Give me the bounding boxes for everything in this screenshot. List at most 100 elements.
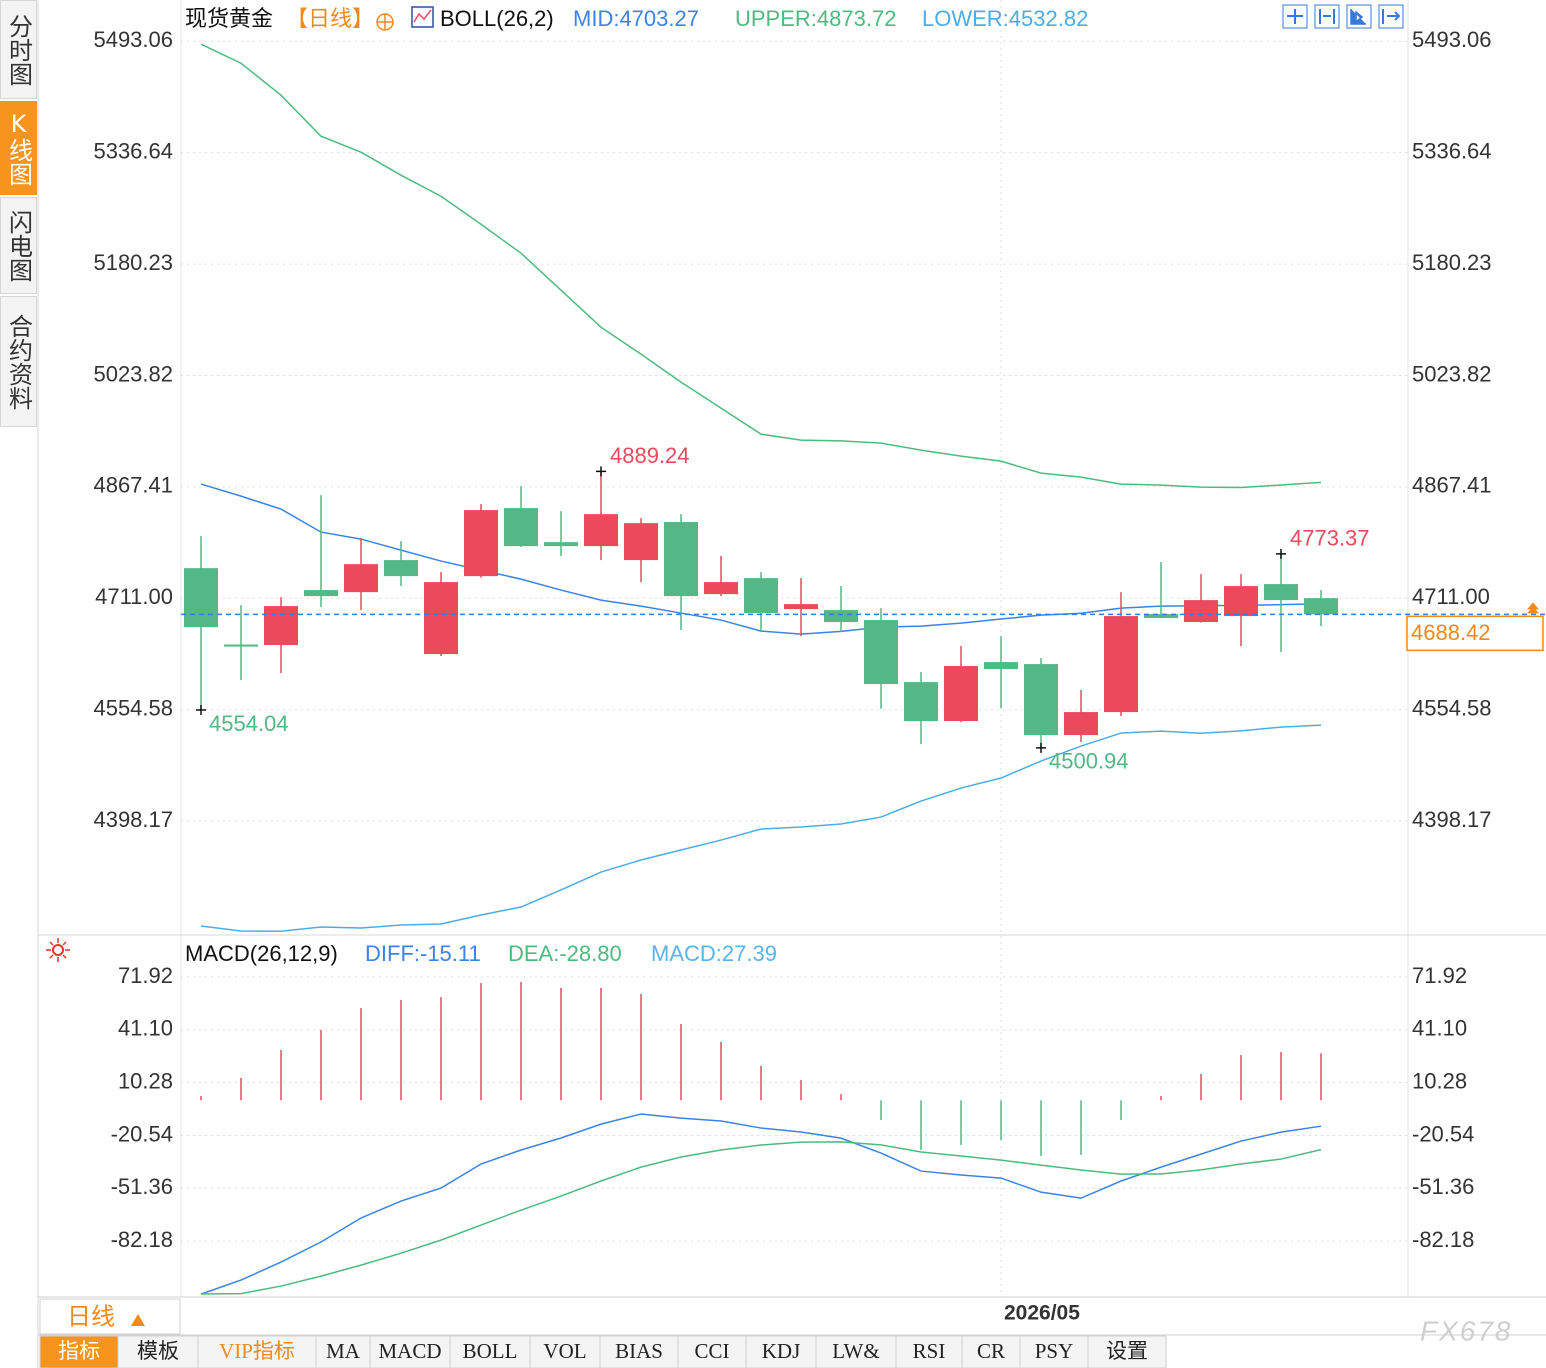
tab-label[interactable]: LW& [832,1339,879,1363]
tab[interactable] [745,1335,817,1368]
tab-label[interactable]: BOLL [463,1339,518,1363]
tab[interactable] [599,1335,679,1368]
tab-label[interactable]: RSI [913,1339,946,1363]
tab[interactable] [449,1335,531,1368]
candle-body [1104,616,1138,713]
candle-body [1184,600,1218,623]
legend-entry: MID:4703.27 [573,6,699,31]
candle-body [344,564,378,593]
tab-label[interactable]: MA [326,1339,361,1363]
legend-entry: UPPER:4873.72 [735,6,896,31]
y-tick-label-right: 4398.17 [1412,807,1492,832]
toolbar-icons[interactable] [1282,4,1404,29]
candle-body [704,582,738,595]
tab-label[interactable]: BIAS [615,1339,663,1363]
candle-body [744,578,778,614]
candle-body [784,604,818,610]
candle-body [424,582,458,655]
candle-body [264,606,298,646]
last-price-label: 4688.42 [1411,620,1491,645]
settings-icon[interactable] [376,13,394,31]
y-tick-label: 5023.82 [93,361,173,386]
indicator-icon[interactable] [411,6,434,28]
y-tick-label-right: -20.54 [1412,1121,1474,1146]
tab[interactable] [117,1335,199,1368]
tab-label[interactable]: 设置 [1106,1339,1148,1363]
tab[interactable] [1019,1335,1089,1368]
tab[interactable] [315,1335,371,1368]
candle-body [1224,586,1258,617]
indicator-line [200,1113,1322,1295]
candle-body [864,620,898,685]
instrument-title: 现货黄金 [185,6,273,31]
period-label[interactable]: 【日线】 [286,6,374,31]
y-tick-label-right: -82.18 [1412,1227,1474,1252]
candle-body [824,610,858,623]
candle-body [184,568,218,628]
tab[interactable] [1087,1335,1167,1368]
sidebar-tab[interactable]: 分时图 [0,0,37,99]
y-tick-label-right: -51.36 [1412,1174,1474,1199]
tab[interactable] [369,1335,451,1368]
candle-body [384,560,418,577]
tab[interactable] [39,1335,119,1368]
y-tick-label: 5180.23 [93,250,173,275]
legend-entry: DEA:-28.80 [508,941,622,966]
tab[interactable] [197,1335,317,1368]
tab-label[interactable]: VIP指标 [219,1339,295,1363]
indicator-line [200,1141,1322,1295]
y-tick-label-right: 5023.82 [1412,361,1492,386]
candle-body [984,662,1018,670]
tab-label[interactable]: CR [977,1339,1005,1363]
sidebar-tab[interactable]: 合约资料 [0,296,37,427]
y-tick-label: 4398.17 [93,807,173,832]
x-tick-label: 2026/05 [1004,1302,1080,1325]
candle-body [624,523,658,561]
tab-label[interactable]: VOL [543,1339,586,1363]
y-tick-label-right: 5493.06 [1412,27,1492,52]
tab-label[interactable]: 指标 [58,1339,100,1363]
period-selector[interactable] [39,1298,181,1335]
low-label: 4554.04 [209,711,289,736]
tab-label[interactable]: 模板 [137,1339,179,1363]
extreme-marker [1036,742,1046,753]
y-tick-label: 5336.64 [93,138,173,163]
macd-icon[interactable] [46,938,70,962]
high-label: 4773.37 [1290,526,1370,551]
macd-title: MACD(26,12,9) [185,941,338,966]
tab[interactable] [529,1335,601,1368]
tab-label[interactable]: PSY [1035,1339,1074,1363]
y-tick-label: 4867.41 [93,473,173,498]
tab[interactable] [815,1335,897,1368]
candle-body [304,590,338,597]
y-tick-label-right: 5336.64 [1412,138,1492,163]
candle-body [904,682,938,722]
candle-body [944,666,978,722]
period-selector-arrow[interactable] [131,1314,145,1326]
indicator-line [200,724,1322,932]
tab-label[interactable]: KDJ [762,1339,801,1363]
legend-entry: MACD:27.39 [651,941,777,966]
tab-label[interactable]: CCI [694,1339,729,1363]
candle-body [224,644,258,647]
y-tick-label-right: 4867.41 [1412,473,1492,498]
y-tick-label: 5493.06 [93,27,173,52]
tab-label[interactable]: MACD [378,1339,441,1363]
candle-body [1304,598,1338,615]
extreme-marker [596,466,606,477]
sidebar-tab[interactable]: 闪电图 [0,197,37,294]
period-selector-label[interactable]: 日线 [67,1303,115,1330]
candle-body [464,510,498,577]
indicator-name: BOLL(26,2) [440,6,554,31]
y-tick-label-right: 4554.58 [1412,695,1492,720]
y-tick-label-right: 41.10 [1412,1016,1467,1041]
legend-entry: DIFF:-15.11 [365,941,481,966]
y-tick-label: 10.28 [118,1068,173,1093]
candle-body [544,542,578,547]
y-tick-label: 4711.00 [95,584,173,609]
y-tick-label-right: 10.28 [1412,1068,1467,1093]
sidebar-tab[interactable]: K线图 [0,101,37,195]
